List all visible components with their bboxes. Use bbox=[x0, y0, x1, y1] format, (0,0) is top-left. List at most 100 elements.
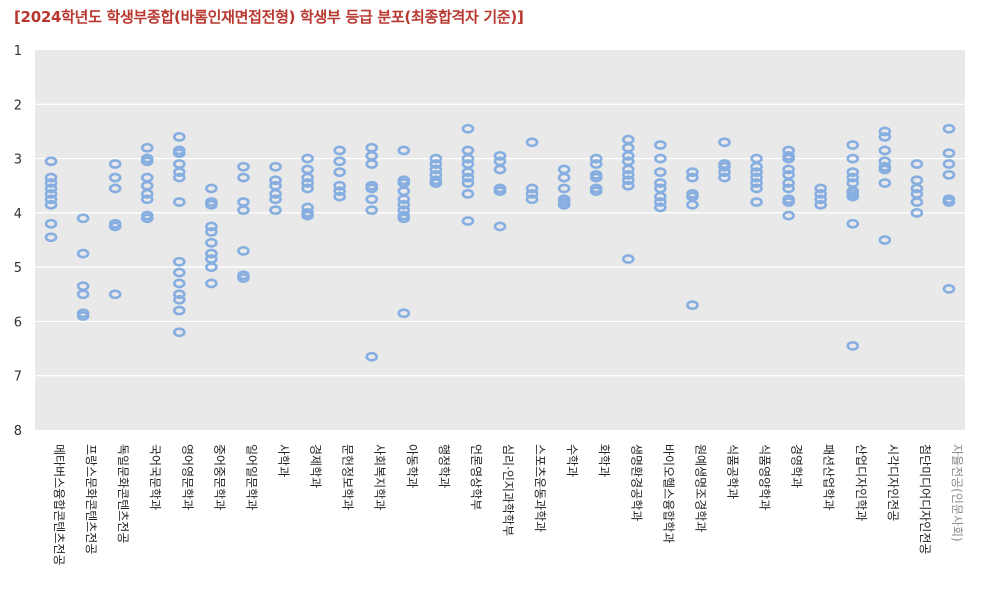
data-point bbox=[878, 126, 892, 137]
data-point bbox=[846, 218, 860, 229]
data-point bbox=[44, 232, 58, 243]
data-point bbox=[814, 188, 827, 199]
data-point bbox=[237, 161, 250, 172]
data-point bbox=[429, 153, 443, 164]
data-point bbox=[461, 167, 475, 178]
data-point bbox=[173, 294, 186, 305]
data-point bbox=[173, 278, 186, 289]
data-point bbox=[654, 153, 667, 164]
data-point bbox=[108, 159, 122, 169]
data-point bbox=[108, 221, 122, 232]
data-point bbox=[686, 172, 699, 183]
data-point bbox=[237, 205, 250, 216]
x-tick-label: 중어중문학과 bbox=[212, 444, 226, 510]
data-point bbox=[782, 164, 795, 175]
data-point bbox=[173, 167, 186, 178]
data-point bbox=[365, 183, 379, 194]
data-point bbox=[205, 183, 218, 194]
data-point bbox=[654, 178, 667, 188]
data-point bbox=[44, 156, 58, 167]
x-tick-label: 패션산업학과 bbox=[822, 444, 836, 510]
data-point bbox=[686, 300, 699, 311]
data-point bbox=[942, 148, 956, 159]
data-point bbox=[493, 186, 507, 197]
data-point bbox=[686, 167, 699, 178]
data-point bbox=[846, 340, 860, 351]
x-tick-label: 사학과 bbox=[277, 444, 291, 477]
x-tick-label: 산업디자인학과 bbox=[854, 444, 868, 521]
data-point bbox=[654, 167, 667, 178]
data-point bbox=[846, 191, 860, 202]
data-point bbox=[333, 156, 346, 167]
data-point bbox=[173, 256, 186, 267]
data-point bbox=[173, 327, 186, 338]
data-point bbox=[750, 197, 763, 207]
data-point bbox=[397, 308, 411, 319]
data-point bbox=[493, 150, 507, 161]
data-point bbox=[205, 278, 218, 289]
data-point bbox=[461, 153, 475, 164]
data-point bbox=[557, 199, 571, 210]
x-tick-label: 독일문화콘텐츠전공 bbox=[116, 444, 130, 543]
data-point bbox=[461, 123, 475, 134]
data-point bbox=[333, 167, 346, 178]
data-point bbox=[76, 289, 90, 300]
y-tick-label: 1 bbox=[14, 44, 22, 59]
data-point bbox=[108, 289, 122, 300]
data-point bbox=[365, 351, 379, 362]
data-point bbox=[750, 183, 763, 194]
data-point bbox=[205, 221, 218, 232]
x-tick-label: 스포츠운동과학과 bbox=[533, 444, 547, 532]
data-point bbox=[910, 183, 924, 194]
data-point bbox=[878, 178, 892, 188]
data-point bbox=[814, 183, 827, 194]
data-point bbox=[461, 216, 475, 226]
y-tick-label: 2 bbox=[14, 98, 22, 113]
data-point bbox=[44, 218, 58, 229]
y-tick-label: 4 bbox=[14, 207, 22, 222]
chart-title: [2024학년도 학생부종합(바롬인재면접전형) 학생부 등급 분포(최종합격자… bbox=[14, 8, 524, 26]
x-tick-label: 일어일문학과 bbox=[244, 444, 258, 510]
data-point bbox=[942, 169, 956, 180]
data-point bbox=[750, 161, 763, 172]
data-point bbox=[621, 254, 635, 264]
data-point bbox=[173, 131, 186, 142]
x-tick-label: 자율전공(인문사회) bbox=[950, 444, 964, 542]
data-point bbox=[173, 148, 186, 159]
data-point bbox=[910, 197, 924, 207]
data-point bbox=[140, 188, 154, 199]
data-point bbox=[365, 159, 379, 169]
data-point bbox=[750, 172, 763, 183]
data-point bbox=[589, 159, 603, 169]
data-point bbox=[269, 205, 282, 216]
data-point bbox=[686, 199, 699, 210]
data-point bbox=[557, 183, 571, 194]
data-point bbox=[76, 213, 90, 224]
y-axis: 1 2 3 4 5 6 7 8 bbox=[14, 44, 22, 439]
data-point bbox=[237, 273, 250, 283]
data-point bbox=[173, 305, 186, 316]
data-point bbox=[525, 183, 539, 194]
x-tick-label: 식품공학과 bbox=[725, 444, 739, 499]
data-point bbox=[525, 137, 539, 148]
data-point bbox=[205, 226, 218, 237]
data-point bbox=[173, 289, 186, 300]
data-point bbox=[397, 213, 411, 224]
data-point bbox=[397, 145, 411, 156]
data-point bbox=[237, 245, 250, 256]
data-point bbox=[44, 172, 58, 183]
data-point bbox=[846, 172, 860, 183]
x-tick-label: 심리·인지과학학부 bbox=[501, 444, 515, 536]
data-point bbox=[44, 183, 58, 194]
data-point bbox=[140, 156, 154, 167]
data-point bbox=[621, 164, 635, 175]
data-point bbox=[76, 248, 90, 259]
data-point bbox=[589, 172, 603, 183]
data-point bbox=[173, 172, 186, 183]
x-tick-label: 사회복지학과 bbox=[373, 444, 387, 510]
data-point bbox=[429, 178, 443, 188]
data-point bbox=[814, 194, 827, 205]
x-tick-label: 아동학과 bbox=[405, 444, 419, 488]
data-point bbox=[846, 153, 860, 164]
